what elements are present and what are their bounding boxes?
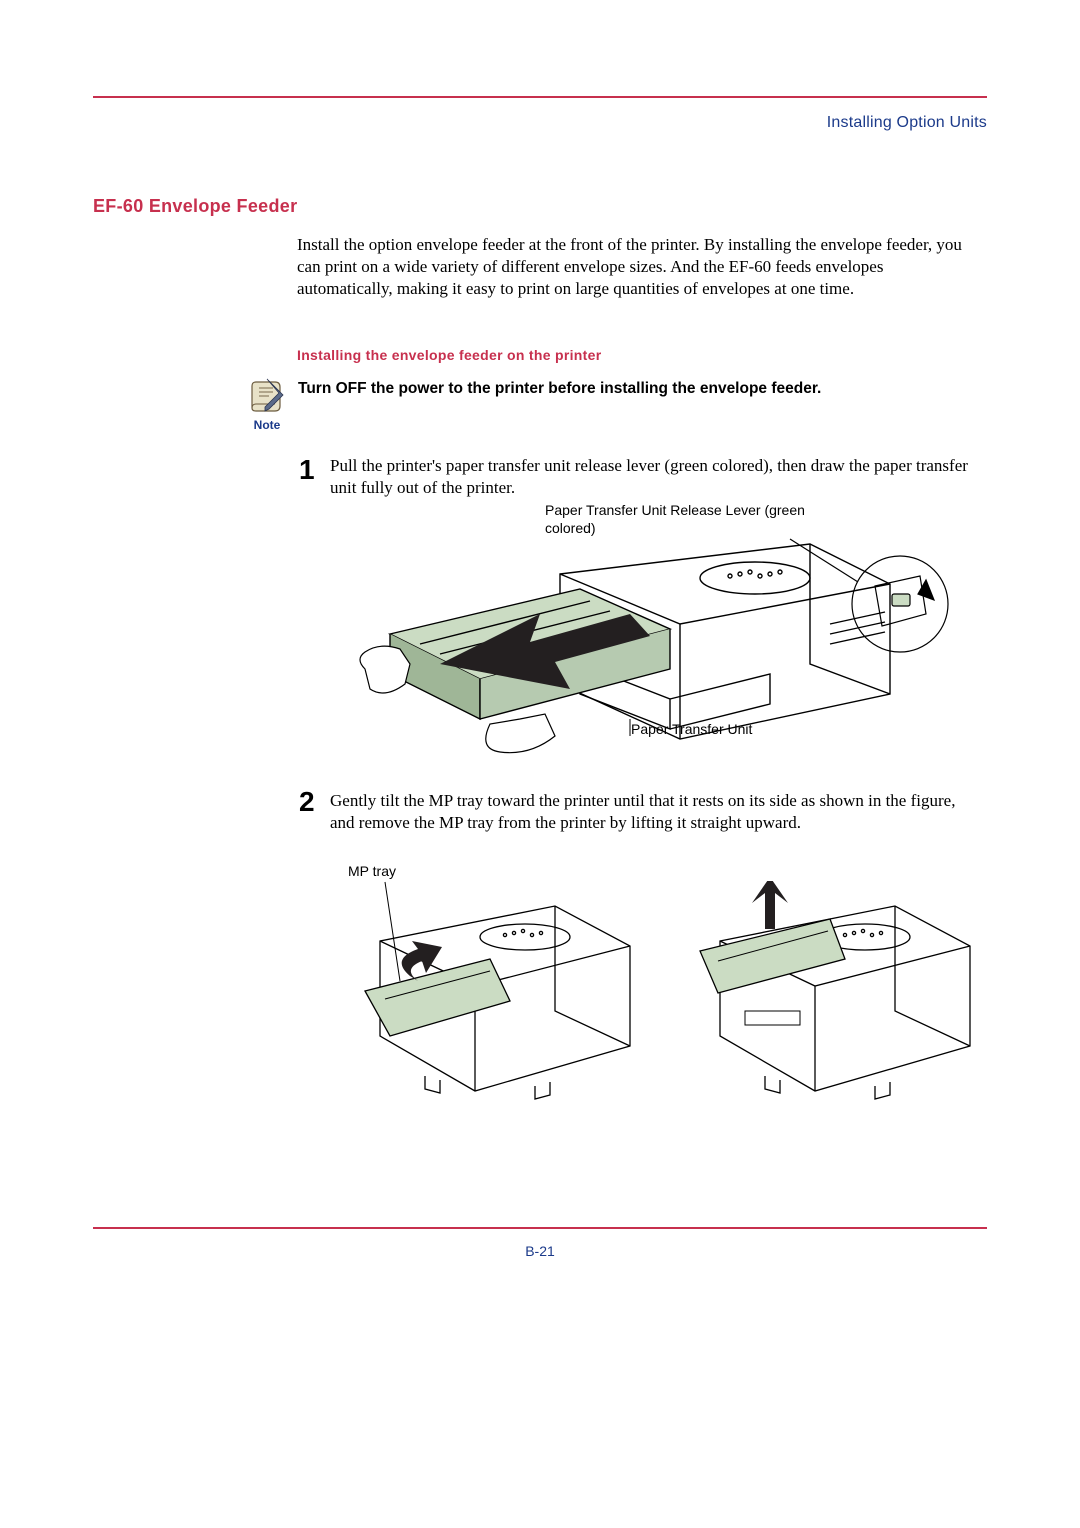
note-label: Note: [246, 418, 288, 432]
header-section-title: Installing Option Units: [827, 114, 987, 132]
warning-text: Turn OFF the power to the printer before…: [298, 380, 978, 398]
figure-2-printer-drawing: [330, 881, 980, 1121]
note-icon: [247, 376, 287, 416]
note-icon-block: Note: [246, 376, 288, 432]
page-inner: Installing Option Units EF-60 Envelope F…: [93, 96, 987, 136]
subheading: Installing the envelope feeder on the pr…: [297, 347, 601, 363]
footer-rule: [93, 1227, 987, 1229]
page-number: B-21: [0, 1243, 1080, 1259]
step-1-number: 1: [299, 454, 315, 486]
step-2-text: Gently tilt the MP tray toward the print…: [330, 790, 980, 834]
step-2-number: 2: [299, 786, 315, 818]
intro-paragraph: Install the option envelope feeder at th…: [297, 234, 977, 299]
figure-2-mp-tray-label: MP tray: [348, 863, 396, 879]
figure-1-printer-drawing: [330, 514, 960, 774]
step-1-text: Pull the printer's paper transfer unit r…: [330, 455, 980, 499]
page-title: EF-60 Envelope Feeder: [93, 196, 297, 217]
